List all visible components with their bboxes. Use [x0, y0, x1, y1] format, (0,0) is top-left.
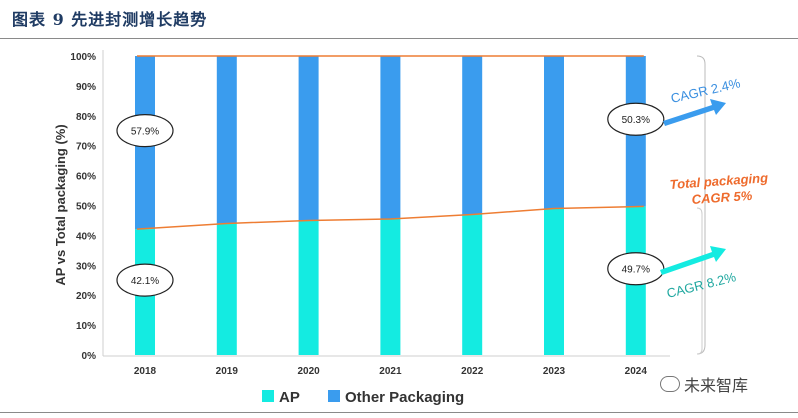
bar-ap — [462, 214, 483, 355]
x-tick-label: 2023 — [543, 366, 566, 377]
y-tick-label: 30% — [76, 261, 96, 272]
y-tick-label: 0% — [82, 351, 97, 362]
y-tick-label: 90% — [76, 82, 96, 93]
x-tick-label: 2021 — [379, 366, 402, 377]
x-tick-label: 2020 — [297, 366, 320, 377]
bar-ap — [544, 208, 564, 355]
figure-title: 图表 9 先进封测增长趋势 — [12, 10, 208, 29]
legend-label-ap: AP — [279, 389, 300, 406]
annotation-other-arrow — [663, 99, 726, 126]
y-tick-label: 80% — [76, 112, 96, 123]
y-tick-label: 100% — [70, 52, 96, 63]
bar-other-packaging — [544, 56, 564, 209]
data-label: 49.7% — [622, 265, 650, 276]
bar-other-packaging — [462, 56, 483, 215]
x-tick-label: 2024 — [625, 366, 648, 377]
bar-ap — [216, 223, 237, 355]
bar-other-packaging — [298, 56, 319, 221]
data-label-bubble — [116, 263, 174, 297]
x-tick-label: 2019 — [216, 366, 239, 377]
annotation-other-cagr: CAGR 2.4% — [669, 75, 742, 106]
annotation-total-cagr-line2: CAGR 5% — [691, 188, 753, 207]
legend-label-other: Other Packaging — [345, 389, 464, 406]
watermark: 未来智库 — [660, 372, 748, 396]
legend-swatch-ap — [262, 390, 274, 402]
y-tick-label: 40% — [76, 231, 96, 242]
data-label: 50.3% — [622, 115, 650, 126]
watermark-text: 未来智库 — [684, 376, 749, 395]
wechat-icon — [660, 376, 680, 392]
bar-other-packaging — [380, 56, 401, 219]
x-tick-label: 2018 — [134, 366, 157, 377]
series-line-ap-share — [136, 205, 644, 230]
data-label: 57.9% — [131, 127, 159, 138]
y-tick-label: 70% — [76, 142, 96, 153]
right-bracket — [696, 55, 706, 355]
y-tick-label: 60% — [76, 172, 96, 183]
bar-ap — [298, 220, 319, 355]
annotation-ap-arrow — [660, 246, 726, 275]
data-label-bubble — [116, 114, 174, 148]
data-label-bubble — [607, 102, 665, 136]
annotation-total-cagr-line1: Total packaging — [669, 170, 768, 192]
bar-other-packaging — [216, 56, 237, 224]
y-axis-title: AP vs Total packaging (%) — [53, 124, 68, 285]
y-tick-label: 20% — [76, 291, 96, 302]
ap-bracket — [696, 207, 703, 355]
legend-swatch-other — [328, 390, 340, 402]
bar-ap — [380, 218, 401, 355]
y-tick-label: 10% — [76, 321, 96, 332]
x-tick-label: 2022 — [461, 366, 484, 377]
y-axis-title-group: AP vs Total packaging (%) — [53, 124, 68, 285]
annotation-ap-cagr: CAGR 8.2% — [665, 269, 738, 301]
top-divider — [0, 38, 798, 39]
bottom-divider — [0, 412, 798, 413]
data-label: 42.1% — [131, 276, 159, 287]
y-tick-label: 50% — [76, 202, 96, 213]
legend: AP Other Packaging — [262, 389, 464, 406]
